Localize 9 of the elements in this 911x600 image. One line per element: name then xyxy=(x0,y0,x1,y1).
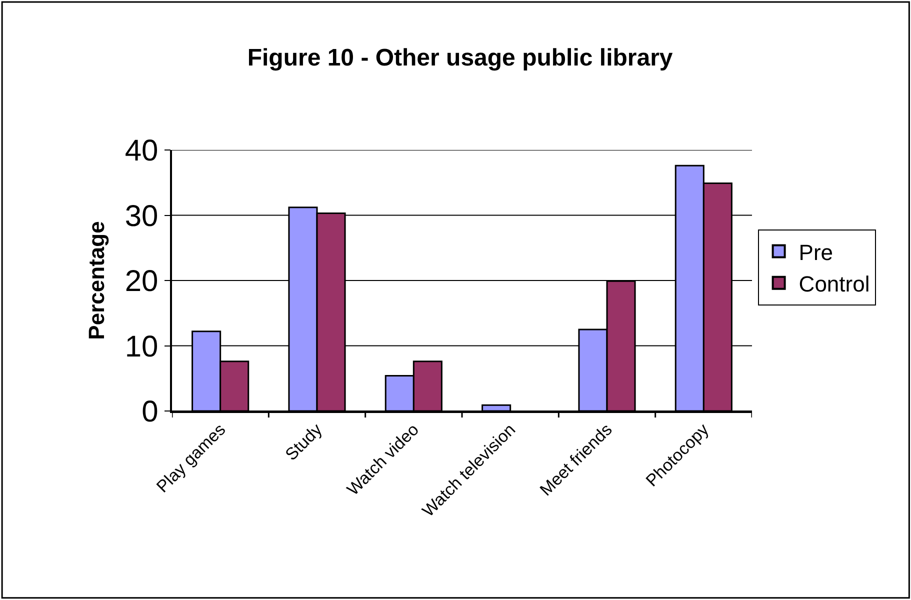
y-tick-label: 30 xyxy=(124,200,158,233)
y-tick-label: 40 xyxy=(124,134,158,168)
y-tick-label: 10 xyxy=(124,330,158,364)
legend-label: Control xyxy=(798,271,870,296)
y-tick-label: 20 xyxy=(124,265,158,298)
chart-title: Figure 10 - Other usage public library xyxy=(247,44,674,72)
y-tick-label: 0 xyxy=(142,396,158,428)
y-axis-title: Percentage xyxy=(84,221,110,340)
legend-label: Pre xyxy=(798,240,834,265)
